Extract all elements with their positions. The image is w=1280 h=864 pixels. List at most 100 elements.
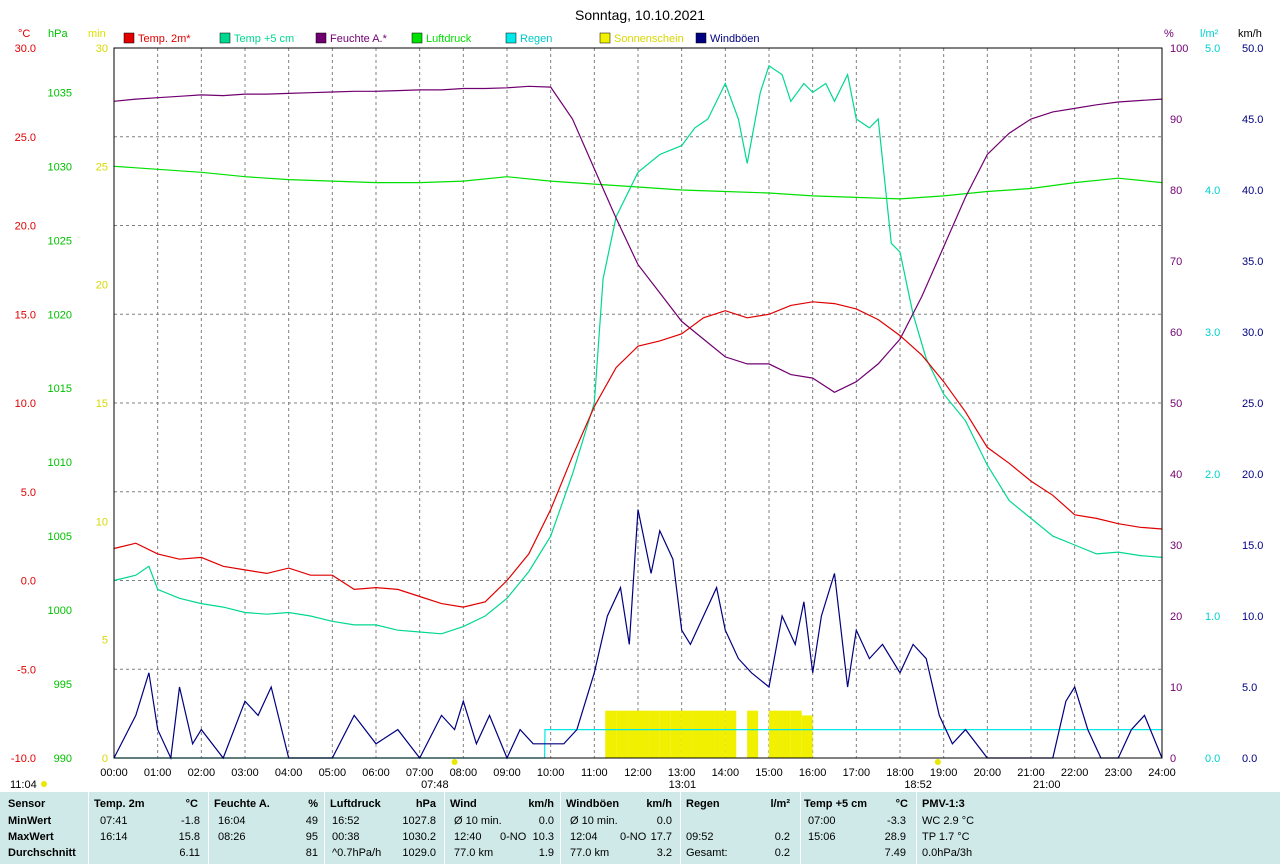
sunshine-bar — [725, 710, 737, 758]
header-temp-5cm-unit: °C — [895, 798, 908, 810]
legend-swatch — [505, 32, 517, 44]
legend-label: Temp. 2m* — [138, 33, 191, 45]
sunshine-bar — [659, 710, 671, 758]
sunrise-icon — [451, 759, 458, 765]
day-markers: 07:48 18:52 13:01 21:00 11:04 — [10, 759, 1061, 791]
moonrise-time: 11:04 — [10, 779, 37, 791]
rain-time: 09:52 — [686, 831, 714, 843]
table-divider — [800, 792, 801, 864]
x-tick-label: 14:00 — [712, 767, 740, 779]
sunshine-tick-label: 5 — [102, 635, 108, 647]
pressure-tick-label: 1025 — [48, 235, 72, 247]
y-axis-ticks: 30.0 25.0 20.0 15.0 10.0 5.0 0.0 -5.0 -10.0 1035 1… — [11, 43, 1264, 765]
sunshine-bar — [769, 710, 780, 758]
temp-2m-value: -1.8 — [181, 815, 200, 827]
rain-value: 0.2 — [774, 831, 790, 843]
x-tick-label: 11:00 — [581, 767, 608, 779]
rain-tick-label: 1.0 — [1205, 611, 1220, 623]
temp-5cm-value: 7.49 — [884, 847, 906, 859]
legend-swatch — [411, 32, 423, 44]
temp-tick-label: 0.0 — [21, 576, 36, 588]
header-temp-5cm: Temp +5 cm — [804, 798, 868, 810]
header-wind-unit: km/h — [528, 798, 554, 810]
temp-tick-label: 20.0 — [15, 221, 36, 233]
series-layer — [113, 64, 1163, 761]
sunshine-bar — [638, 710, 649, 758]
wind-tick-label: 40.0 — [1242, 185, 1263, 197]
sunset-time: 18:52 — [904, 779, 932, 791]
x-tick-label: 03:00 — [231, 767, 259, 779]
x-tick-label: 17:00 — [843, 767, 871, 779]
wind-time: 77.0 km — [454, 847, 494, 859]
rain-tick-label: 4.0 — [1205, 185, 1220, 197]
pressure-value: 1027.8 — [402, 815, 436, 827]
table-divider — [680, 792, 681, 864]
legend-label: Windböen — [710, 33, 760, 45]
humidity-value: 95 — [305, 831, 318, 843]
wind-value: 10.3 — [532, 831, 554, 843]
humidity-tick-label: 0 — [1170, 753, 1176, 765]
gusts-direction: 0-NO — [620, 831, 647, 843]
temp-unit-label: °C — [18, 28, 30, 40]
legend-label: Feuchte A.* — [330, 33, 388, 45]
series-humidity — [113, 85, 1163, 393]
wind-tick-label: 35.0 — [1242, 256, 1263, 268]
x-tick-label: 13:00 — [668, 767, 696, 779]
humidity-unit-label: % — [1164, 28, 1174, 40]
pmv-value: TP 1.7 °C — [922, 831, 970, 843]
pressure-value: 1030.2 — [402, 831, 436, 843]
table-divider — [560, 792, 561, 864]
humidity-tick-label: 30 — [1170, 540, 1182, 552]
humidity-time: 16:04 — [218, 815, 246, 827]
sunshine-tick-label: 10 — [96, 516, 108, 528]
x-tick-label: 22:00 — [1061, 767, 1089, 779]
x-tick-label: 19:00 — [930, 767, 958, 779]
wind-tick-label: 30.0 — [1242, 327, 1263, 339]
header-temp-2m: Temp. 2m — [94, 798, 145, 810]
pressure-tick-label: 1005 — [48, 531, 72, 543]
table-divider — [324, 792, 325, 864]
temp-2m-time: 07:41 — [100, 815, 128, 827]
legend-label: Sonnenschein — [614, 33, 684, 45]
pressure-tick-label: 990 — [54, 753, 72, 765]
temp-5cm-value: 28.9 — [884, 831, 906, 843]
pressure-tick-label: 1000 — [48, 605, 72, 617]
x-tick-label: 04:00 — [275, 767, 303, 779]
solar-noon-time: 13:01 — [669, 779, 697, 791]
sunshine-bar — [790, 710, 802, 758]
sunshine-bar — [801, 715, 813, 758]
pressure-unit-label: hPa — [48, 28, 68, 40]
table-divider — [88, 792, 89, 864]
legend: Temp. 2m* Temp +5 cm Feuchte A.* Luftdruck R… — [123, 32, 760, 45]
sunshine-tick-label: 15 — [96, 398, 108, 410]
rain-tick-label: 3.0 — [1205, 327, 1220, 339]
temp-tick-label: 10.0 — [15, 398, 36, 410]
pressure-time: ^0.7hPa/h — [332, 847, 382, 859]
humidity-tick-label: 70 — [1170, 256, 1182, 268]
x-tick-label: 08:00 — [450, 767, 478, 779]
humidity-tick-label: 50 — [1170, 398, 1182, 410]
temp-2m-value: 6.11 — [179, 847, 200, 859]
sunshine-bar — [605, 710, 617, 758]
legend-swatch — [315, 32, 327, 44]
x-tick-label: 10:00 — [537, 767, 565, 779]
legend-swatch — [599, 32, 611, 44]
wind-tick-label: 20.0 — [1242, 469, 1263, 481]
legend-swatch — [219, 32, 231, 44]
legend-swatch — [123, 32, 135, 44]
series-sunshine — [605, 710, 813, 758]
wind-tick-label: 10.0 — [1242, 611, 1263, 623]
wind-value: 1.9 — [538, 847, 554, 859]
header-humidity-unit: % — [308, 798, 318, 810]
statistics-table: Sensor Temp. 2m °C Feuchte A.% Luftdruck hPa W… — [0, 792, 1280, 864]
moonset-time: 21:00 — [1033, 779, 1061, 791]
moonrise-icon — [41, 781, 47, 787]
wind-tick-label: 50.0 — [1242, 43, 1263, 55]
wind-tick-label: 5.0 — [1242, 682, 1257, 694]
sunshine-bar — [703, 710, 715, 758]
x-tick-label: 02:00 — [188, 767, 216, 779]
wind-unit-label: km/h — [1238, 28, 1262, 40]
sunshine-bar — [714, 710, 726, 758]
temp-5cm-time: 15:06 — [808, 831, 836, 843]
header-pressure: Luftdruck — [330, 798, 381, 810]
